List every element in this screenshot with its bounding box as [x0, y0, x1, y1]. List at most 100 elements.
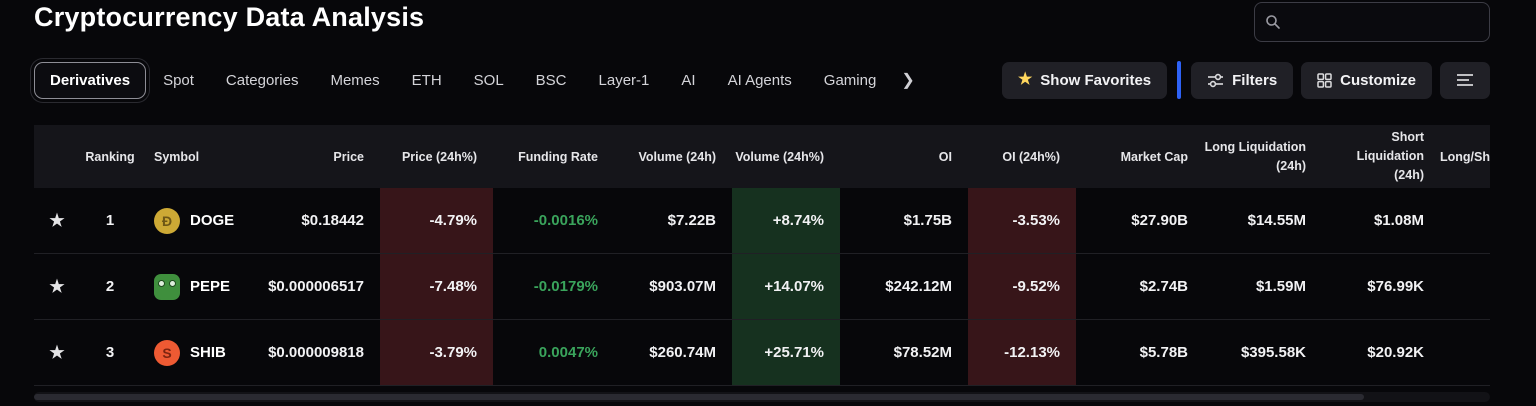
volume-24h-pct-value: +14.07%: [732, 254, 840, 319]
header-oi[interactable]: OI: [938, 149, 952, 164]
horizontal-scrollbar-track[interactable]: [34, 392, 1490, 402]
symbol-cell[interactable]: PEPE: [140, 254, 280, 319]
header-price[interactable]: Price: [333, 149, 364, 164]
search-icon: [1266, 15, 1280, 29]
show-favorites-label: Show Favorites: [1040, 71, 1152, 89]
price-value: $0.000006517: [268, 278, 364, 295]
tab-derivatives[interactable]: Derivatives: [34, 61, 147, 99]
favorite-star-icon[interactable]: ★: [49, 210, 65, 230]
long-liquidation-value: $395.58K: [1240, 344, 1306, 361]
customize-button[interactable]: Customize: [1301, 61, 1432, 99]
tab-sol[interactable]: SOL: [473, 71, 504, 89]
pepe-coin-icon: [154, 273, 180, 300]
symbol-cell[interactable]: Ð DOGE: [140, 188, 280, 253]
filters-label: Filters: [1232, 71, 1278, 89]
price-value: $0.000009818: [268, 344, 364, 361]
favorite-star-icon[interactable]: ★: [49, 276, 65, 296]
tab-gaming[interactable]: Gaming: [823, 71, 877, 89]
volume-24h-pct-value: +25.71%: [732, 320, 840, 385]
rank-value: 3: [105, 344, 115, 361]
crypto-table: Ranking Symbol Price Price (24h%) Fundin…: [34, 125, 1490, 386]
list-settings-button[interactable]: [1440, 61, 1490, 99]
header-favorite: [34, 125, 80, 188]
favorite-star-icon[interactable]: ★: [49, 342, 65, 362]
header-short-liquidation-line2: (24h): [1394, 167, 1424, 182]
rank-value: 1: [105, 212, 115, 229]
price-value: $0.18442: [301, 212, 364, 229]
volume-24h-value: $7.22B: [667, 212, 716, 229]
header-volume-24h[interactable]: Volume (24h): [638, 149, 716, 164]
show-favorites-button[interactable]: ★ Show Favorites: [1001, 61, 1168, 99]
symbol-name: PEPE: [190, 278, 231, 295]
list-lines-icon: [1457, 74, 1473, 86]
doge-coin-icon: Ð: [154, 207, 180, 234]
tab-categories[interactable]: Categories: [225, 71, 299, 89]
tab-toolbar-row: Derivatives Spot Categories Memes ETH SO…: [34, 58, 1490, 102]
oi-value: $242.12M: [885, 278, 952, 295]
header-long-liquidation[interactable]: Long Liquidation (24h): [1204, 125, 1322, 188]
oi-value: $78.52M: [893, 344, 952, 361]
long-short-value: [1440, 188, 1490, 253]
header-short-liquidation[interactable]: Short Liquidation (24h): [1322, 125, 1440, 188]
oi-24h-pct-value: -12.13%: [968, 320, 1076, 385]
table-header-row: Ranking Symbol Price Price (24h%) Fundin…: [34, 125, 1490, 188]
short-liquidation-value: $76.99K: [1367, 278, 1424, 295]
market-cap-value: $5.78B: [1139, 344, 1188, 361]
market-cap-value: $27.90B: [1131, 212, 1188, 229]
filters-button[interactable]: Filters: [1191, 61, 1294, 99]
header-volume-24h-pct[interactable]: Volume (24h%): [735, 149, 824, 164]
price-24h-value: -7.48%: [380, 254, 493, 319]
price-24h-value: -4.79%: [380, 188, 493, 253]
volume-24h-value: $903.07M: [649, 278, 716, 295]
symbol-cell[interactable]: S SHIB: [140, 320, 280, 385]
header-symbol[interactable]: Symbol: [154, 149, 200, 164]
tab-ai-agents[interactable]: AI Agents: [727, 71, 792, 89]
filters-icon: [1208, 73, 1224, 87]
tab-layer-1[interactable]: Layer-1: [598, 71, 650, 89]
header-ranking[interactable]: Ranking: [85, 149, 135, 164]
long-short-value: [1440, 254, 1490, 319]
symbol-name: SHIB: [190, 344, 226, 361]
long-liquidation-value: $14.55M: [1247, 212, 1306, 229]
tab-eth[interactable]: ETH: [411, 71, 442, 89]
table-row-shib[interactable]: ★ 3 S SHIB $0.000009818 -3.79% 0.0047% $…: [34, 320, 1490, 386]
header-funding-rate[interactable]: Funding Rate: [518, 149, 598, 164]
search-input[interactable]: [1289, 14, 1479, 30]
tab-ai[interactable]: AI: [681, 71, 696, 89]
header-oi-24h-pct[interactable]: OI (24h%): [1002, 149, 1060, 164]
tab-spot[interactable]: Spot: [163, 71, 194, 89]
horizontal-scrollbar-thumb[interactable]: [34, 394, 1364, 400]
header-long-liquidation-line1: Long Liquidation: [1204, 139, 1306, 154]
symbol-name: DOGE: [190, 212, 235, 229]
volume-24h-pct-value: +8.74%: [732, 188, 840, 253]
long-liquidation-value: $1.59M: [1255, 278, 1306, 295]
short-liquidation-value: $1.08M: [1373, 212, 1424, 229]
funding-rate-value: 0.0047%: [538, 344, 598, 361]
shib-coin-icon: S: [154, 339, 180, 366]
header-market-cap[interactable]: Market Cap: [1120, 149, 1188, 164]
header-short-liquidation-line1: Short Liquidation: [1356, 130, 1424, 164]
funding-rate-value: -0.0016%: [533, 212, 598, 229]
tab-bar: Derivatives Spot Categories Memes ETH SO…: [34, 61, 915, 99]
header-long-liquidation-line2: (24h): [1276, 158, 1306, 173]
oi-value: $1.75B: [903, 212, 952, 229]
table-row-pepe[interactable]: ★ 2 PEPE $0.000006517 -7.48% -0.0179% $9…: [34, 254, 1490, 320]
rank-value: 2: [105, 278, 115, 295]
header-price-24h[interactable]: Price (24h%): [401, 149, 477, 164]
long-short-value: [1440, 320, 1490, 385]
tab-bsc[interactable]: BSC: [535, 71, 567, 89]
table-row-doge[interactable]: ★ 1 Ð DOGE $0.18442 -4.79% -0.0016% $7.2…: [34, 188, 1490, 254]
chevron-right-icon[interactable]: ❯: [901, 72, 915, 89]
page-title: Cryptocurrency Data Analysis: [34, 2, 425, 32]
oi-24h-pct-value: -3.53%: [968, 188, 1076, 253]
customize-label: Customize: [1340, 71, 1416, 89]
funding-rate-value: -0.0179%: [533, 278, 598, 295]
accent-divider: [1177, 61, 1182, 99]
search-box[interactable]: [1254, 2, 1490, 42]
header-long-short[interactable]: Long/Short: [1440, 149, 1490, 164]
volume-24h-value: $260.74M: [649, 344, 716, 361]
tab-memes[interactable]: Memes: [330, 71, 380, 89]
short-liquidation-value: $20.92K: [1367, 344, 1424, 361]
price-24h-value: -3.79%: [380, 320, 493, 385]
star-icon: ★: [1017, 71, 1033, 88]
